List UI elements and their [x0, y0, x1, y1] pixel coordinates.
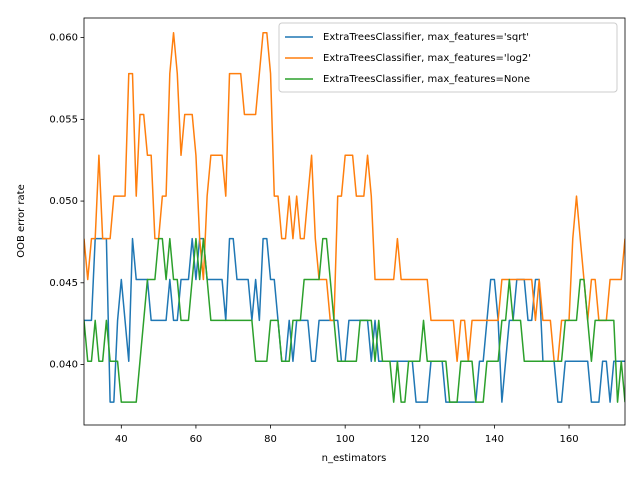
series-line — [84, 31, 625, 362]
x-tick-label: 40 — [115, 434, 128, 445]
series-line — [84, 237, 625, 403]
x-tick-label: 140 — [485, 434, 504, 445]
series-line — [84, 237, 625, 403]
x-tick-label: 120 — [410, 434, 429, 445]
plot-area — [84, 31, 625, 403]
y-tick-label: 0.040 — [49, 360, 78, 371]
y-tick-label: 0.050 — [49, 196, 78, 207]
x-tick-label: 160 — [559, 434, 578, 445]
plot-frame — [83, 17, 626, 426]
legend-label: ExtraTreesClassifier, max_features='log2… — [323, 53, 531, 64]
y-tick-label: 0.055 — [49, 114, 78, 125]
x-axis-label: n_estimators — [322, 453, 387, 464]
y-tick-label: 0.045 — [49, 278, 78, 289]
x-tick-label: 100 — [336, 434, 355, 445]
x-tick-label: 60 — [190, 434, 203, 445]
legend-label: ExtraTreesClassifier, max_features=None — [323, 74, 530, 85]
x-tick-label: 80 — [264, 434, 277, 445]
legend-label: ExtraTreesClassifier, max_features='sqrt… — [323, 32, 529, 43]
y-axis-label: OOB error rate — [16, 184, 27, 257]
legend-box — [278, 22, 618, 93]
y-tick-label: 0.060 — [49, 33, 78, 44]
